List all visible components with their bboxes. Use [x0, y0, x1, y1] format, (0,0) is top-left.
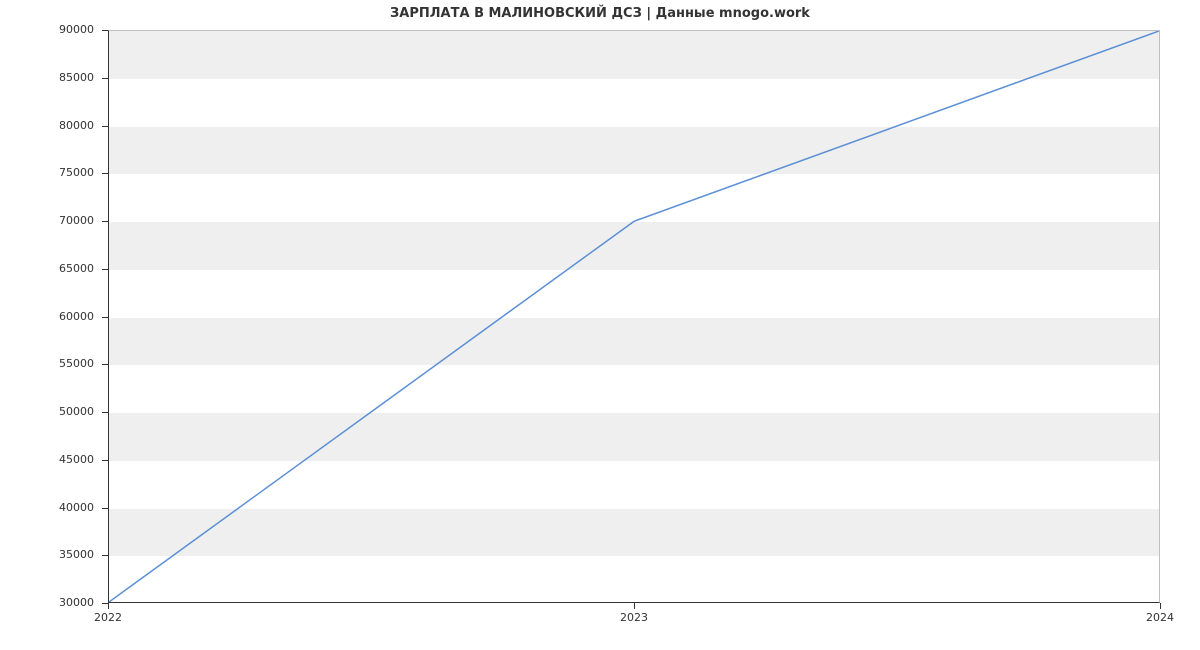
y-tick-label: 55000 — [0, 357, 94, 370]
chart-title: ЗАРПЛАТА В МАЛИНОВСКИЙ ДСЗ | Данные mnog… — [0, 6, 1200, 21]
y-tick-mark — [102, 173, 108, 174]
y-tick-label: 75000 — [0, 166, 94, 179]
plot-area — [108, 30, 1160, 603]
y-tick-label: 30000 — [0, 596, 94, 609]
y-tick-label: 45000 — [0, 453, 94, 466]
y-tick-mark — [102, 30, 108, 31]
y-tick-mark — [102, 269, 108, 270]
y-tick-label: 90000 — [0, 23, 94, 36]
y-tick-label: 85000 — [0, 71, 94, 84]
salary-line-chart: ЗАРПЛАТА В МАЛИНОВСКИЙ ДСЗ | Данные mnog… — [0, 0, 1200, 650]
y-tick-label: 65000 — [0, 262, 94, 275]
x-tick-mark — [108, 603, 109, 609]
x-tick-label: 2024 — [1146, 611, 1174, 624]
x-tick-label: 2022 — [94, 611, 122, 624]
y-tick-mark — [102, 126, 108, 127]
y-tick-label: 50000 — [0, 405, 94, 418]
y-tick-mark — [102, 555, 108, 556]
y-tick-mark — [102, 412, 108, 413]
y-tick-label: 80000 — [0, 119, 94, 132]
x-tick-label: 2023 — [620, 611, 648, 624]
y-tick-label: 35000 — [0, 548, 94, 561]
series-line-salary — [109, 31, 1159, 602]
y-tick-mark — [102, 78, 108, 79]
x-tick-mark — [1160, 603, 1161, 609]
y-tick-mark — [102, 460, 108, 461]
y-tick-label: 40000 — [0, 501, 94, 514]
y-tick-label: 60000 — [0, 310, 94, 323]
y-tick-mark — [102, 317, 108, 318]
chart-svg — [109, 31, 1159, 602]
y-tick-mark — [102, 508, 108, 509]
x-tick-mark — [634, 603, 635, 609]
y-tick-label: 70000 — [0, 214, 94, 227]
y-tick-mark — [102, 364, 108, 365]
y-tick-mark — [102, 221, 108, 222]
